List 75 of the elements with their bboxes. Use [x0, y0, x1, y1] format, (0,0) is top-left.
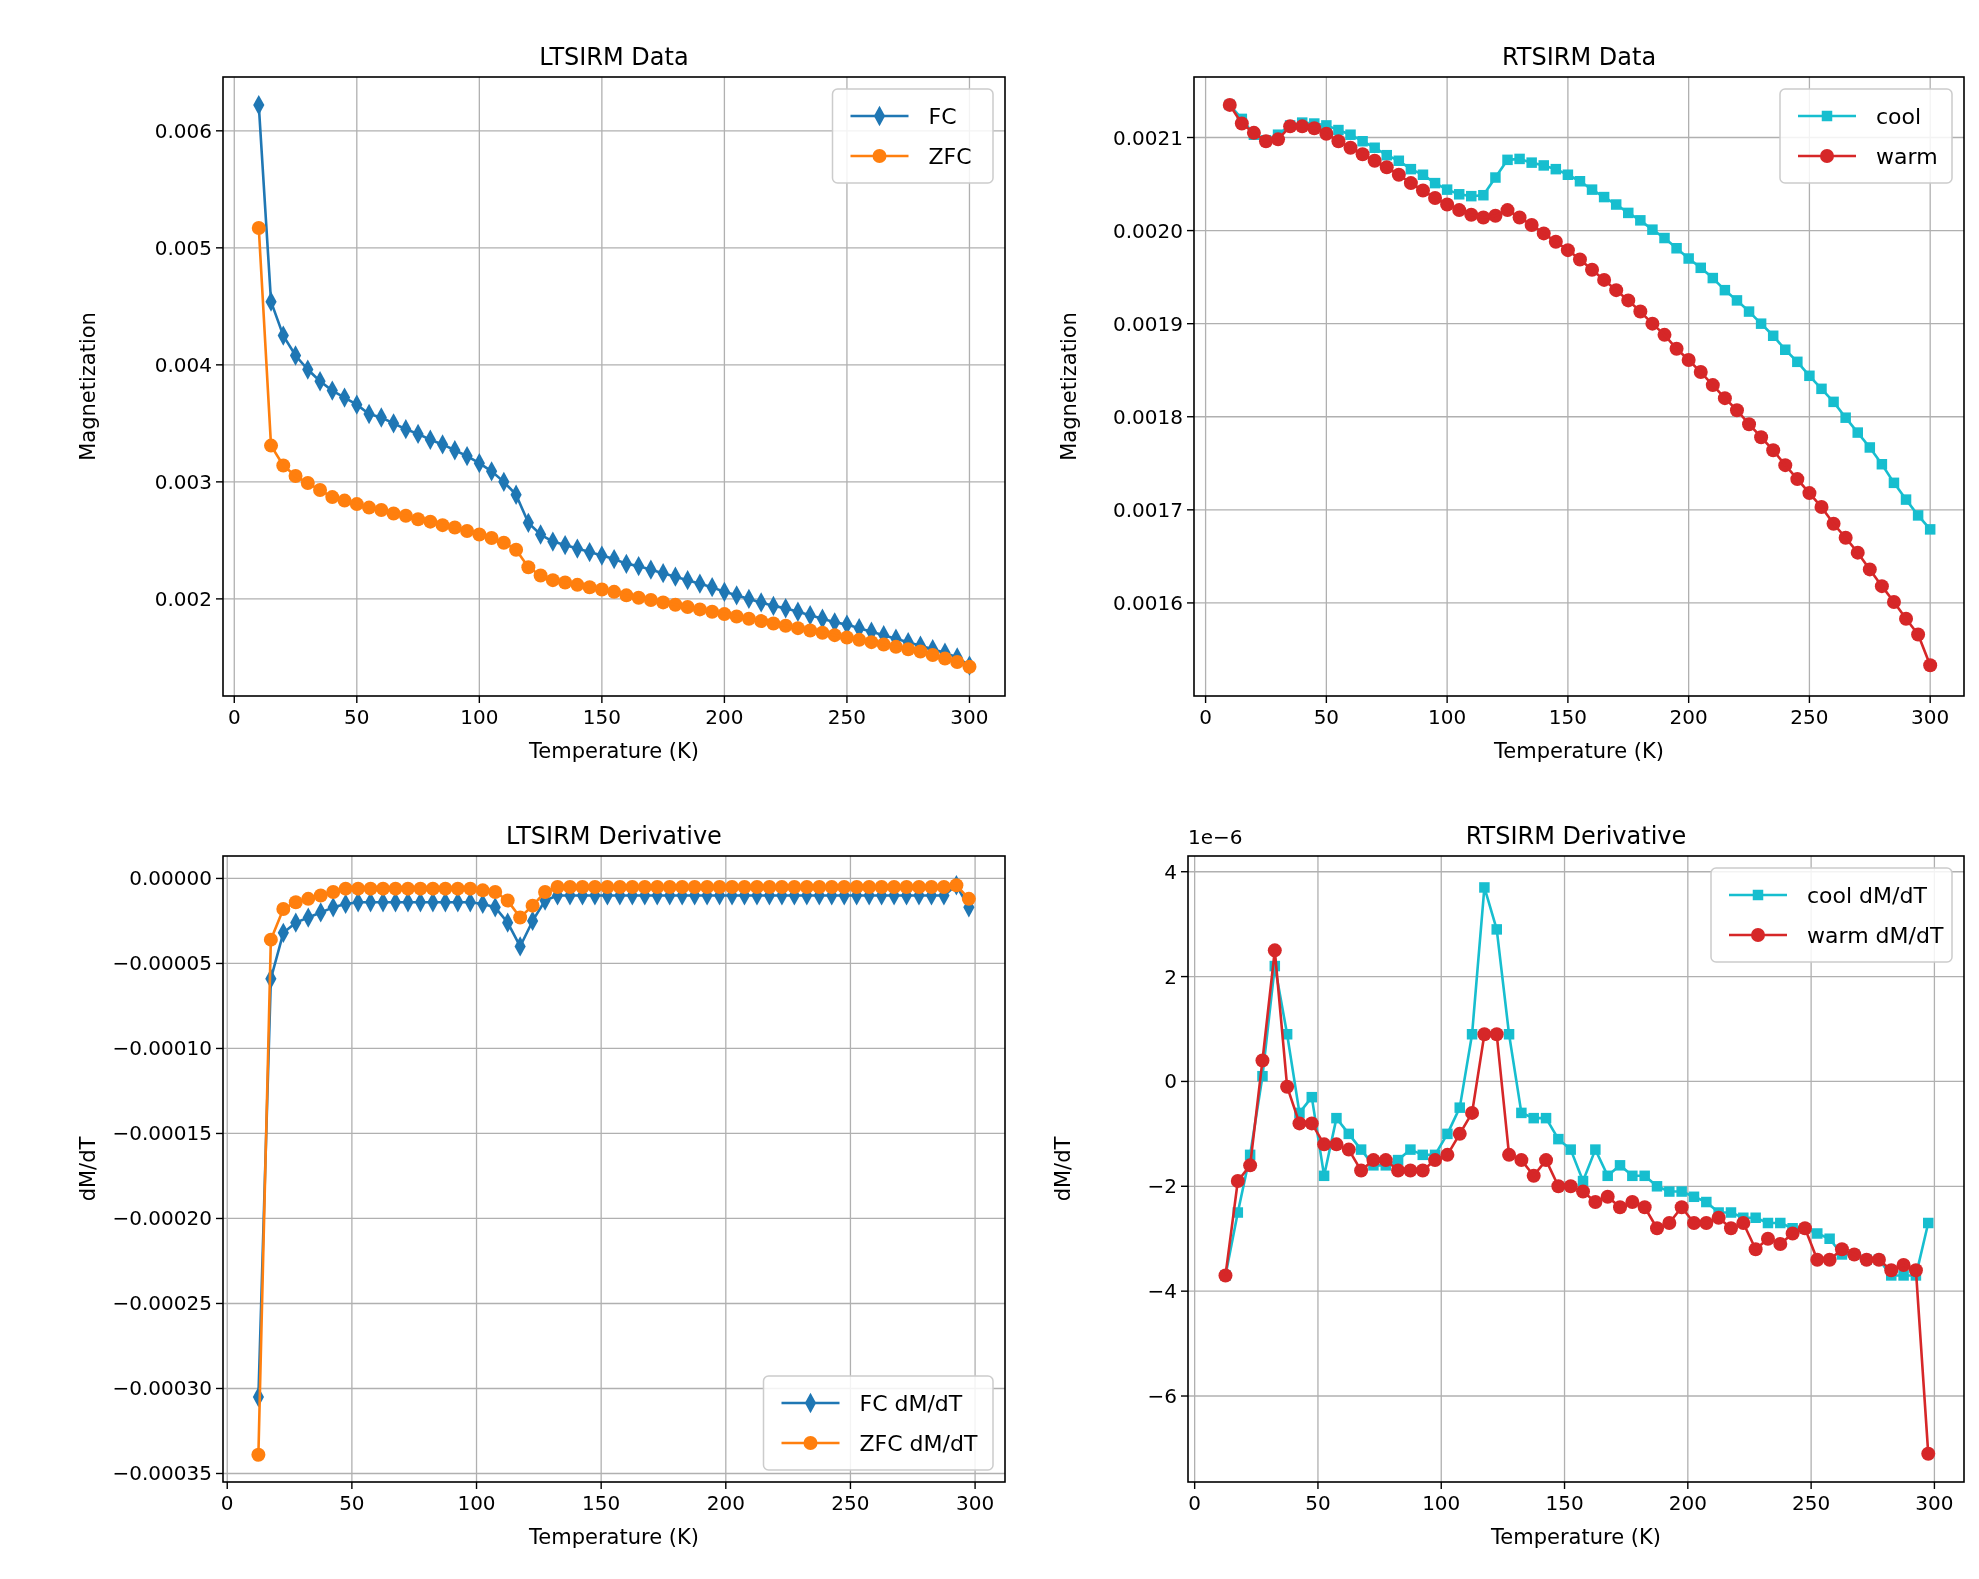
x-tick-label: 50	[1313, 705, 1340, 729]
y-tick-label: 0	[1164, 1069, 1177, 1094]
y-axis-title: Magnetization	[76, 312, 100, 461]
y-tick-label: −0.00030	[112, 1376, 212, 1401]
x-axis-title: Temperature (K)	[1493, 739, 1664, 763]
y-axis-title: dM/dT	[1051, 1136, 1075, 1202]
y-tick-label: 0.004	[154, 352, 212, 377]
y-tick-label: 4	[1164, 859, 1177, 884]
x-axis-title: Temperature (K)	[528, 739, 699, 763]
x-tick-label: 50	[344, 705, 370, 729]
legend-label: FC dM/dT	[859, 1390, 963, 1416]
legend-label: cool	[1876, 103, 1922, 129]
legend-label: ZFC	[928, 143, 972, 169]
x-tick-label: 250	[827, 705, 867, 729]
legend-label: ZFC dM/dT	[859, 1430, 978, 1456]
y-tick-label: −0.00035	[112, 1461, 212, 1486]
y-axis-title: Magnetization	[1057, 312, 1081, 461]
x-tick-label: 200	[705, 705, 744, 729]
y-axis-title: dM/dT	[76, 1136, 100, 1202]
legend-label: FC	[928, 103, 957, 129]
y-tick-label: 0.005	[154, 235, 212, 260]
y-tick-label: 0.0016	[1113, 590, 1183, 615]
x-tick-label: 0	[220, 1491, 234, 1515]
x-tick-label: 100	[460, 705, 499, 729]
y-tick-label: 0.006	[154, 118, 212, 143]
y-tick-label: −0.00005	[112, 951, 212, 976]
y-tick-label: 0.0019	[1113, 311, 1183, 336]
point	[251, 220, 266, 235]
x-tick-label: 200	[706, 1491, 745, 1515]
x-tick-label: 150	[582, 1491, 621, 1515]
y-tick-label: 0.0018	[1113, 404, 1183, 429]
chart-title: RTSIRM Data	[1501, 43, 1657, 71]
x-tick-label: 0	[1188, 1491, 1202, 1515]
x-tick-label: 300	[950, 705, 989, 729]
y-tick-label: −0.00025	[112, 1291, 212, 1316]
x-tick-label: 0	[227, 705, 241, 729]
x-tick-label: 150	[582, 705, 621, 729]
y-tick-label: −0.00015	[112, 1121, 212, 1146]
x-tick-label: 250	[1792, 1491, 1831, 1515]
x-axis-title: Temperature (K)	[1490, 1525, 1661, 1549]
x-tick-label: 300	[1911, 705, 1950, 729]
chart-title: LTSIRM Derivative	[506, 822, 722, 850]
x-tick-label: 100	[1422, 1491, 1461, 1515]
y-tick-label: −2	[1147, 1174, 1177, 1199]
legend-label: warm	[1876, 143, 1938, 169]
y-tick-label: −0.00020	[112, 1206, 212, 1231]
x-tick-label: 300	[1915, 1491, 1954, 1515]
x-axis-title: Temperature (K)	[528, 1525, 699, 1549]
x-tick-label: 100	[457, 1491, 496, 1515]
x-tick-label: 150	[1548, 705, 1587, 729]
text: 1e−6	[1188, 825, 1243, 849]
legend-label: warm dM/dT	[1807, 922, 1944, 948]
x-tick-label: 200	[1669, 705, 1708, 729]
x-tick-label: 200	[1668, 1491, 1707, 1515]
y-tick-label: −4	[1147, 1279, 1177, 1304]
x-tick-label: 50	[339, 1491, 365, 1515]
y-tick-label: 0.003	[154, 469, 212, 494]
x-tick-label: 250	[831, 1491, 870, 1515]
y-tick-label: 0.00000	[129, 866, 212, 891]
x-tick-label: 250	[1790, 705, 1829, 729]
y-tick-label: 0.0020	[1113, 218, 1183, 243]
y-tick-label: 0.0021	[1113, 125, 1183, 150]
y-tick-label: 0.002	[154, 586, 212, 611]
y-tick-label: −6	[1147, 1384, 1177, 1409]
y-tick-label: 2	[1164, 964, 1177, 989]
x-tick-label: 50	[1305, 1491, 1331, 1515]
x-tick-label: 150	[1545, 1491, 1584, 1515]
y-tick-label: 0.0017	[1113, 497, 1183, 522]
x-tick-label: 0	[1199, 705, 1212, 729]
x-tick-label: 100	[1428, 705, 1467, 729]
chart-title: RTSIRM Derivative	[1465, 822, 1687, 850]
chart-title: LTSIRM Data	[539, 43, 689, 71]
y-tick-label: −0.00010	[112, 1036, 212, 1061]
x-tick-label: 300	[955, 1491, 995, 1515]
legend-label: cool dM/dT	[1807, 882, 1928, 908]
